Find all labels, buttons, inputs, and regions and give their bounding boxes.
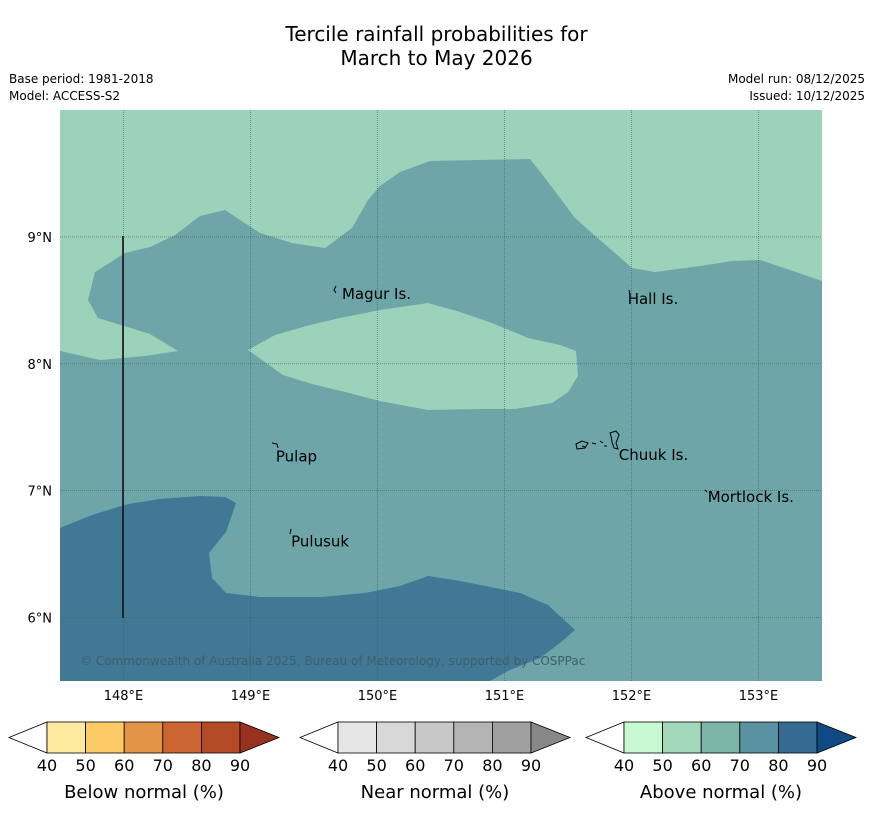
legend-tick-label: 60 — [405, 756, 425, 775]
island-magur — [333, 285, 337, 294]
legend-swatch — [123, 721, 164, 754]
lon-tick-label: 153°E — [739, 689, 779, 704]
legend-swatch — [816, 721, 858, 754]
legend-tick-label: 70 — [444, 756, 464, 775]
place-label: Pulusuk — [291, 532, 349, 550]
place-label: Pulap — [276, 447, 317, 465]
meta-right: Model run: 08/12/2025 Issued: 10/12/2025 — [728, 71, 865, 105]
axis-labels: 148°E 149°E 150°E 151°E 152°E 153°E 9°N 8°N 7°N 6… — [28, 231, 779, 704]
chart-title: Tercile rainfall probabilities for March… — [0, 22, 873, 70]
base-period: Base period: 1981-2018 — [9, 72, 154, 86]
legend-tick-label: 40 — [328, 756, 348, 775]
legend-tick-label: 80 — [482, 756, 502, 775]
legend-tick-label: 40 — [614, 756, 634, 775]
legend-swatch — [662, 721, 702, 754]
legend-swatch — [623, 721, 663, 754]
meta-left: Base period: 1981-2018 Model: ACCESS-S2 — [9, 71, 154, 105]
legend-swatch — [200, 721, 241, 754]
lon-tick-label: 150°E — [358, 689, 398, 704]
map-area: Magur Is. Hall Is. Pulap Chuuk Is. Mortlock … — [60, 110, 822, 681]
legend-tick-label: 90 — [230, 756, 250, 775]
legend-near: 40 50 60 70 80 90 Near normal (%) — [298, 721, 572, 803]
place-label: Magur Is. — [342, 285, 411, 303]
legend-title: Near normal (%) — [361, 782, 510, 803]
legend-tick-label: 60 — [114, 756, 134, 775]
legend-swatch — [46, 721, 86, 754]
legend-swatch — [491, 721, 532, 754]
lon-tick-label: 152°E — [612, 689, 652, 704]
legend-swatch — [453, 721, 493, 754]
legend-below: 40 50 60 70 80 90 Below normal (%) — [7, 721, 281, 803]
gridlines — [60, 110, 822, 681]
place-label: Chuuk Is. — [619, 446, 688, 464]
legend-tick-label: 90 — [807, 756, 827, 775]
legend-tick-label: 50 — [75, 756, 95, 775]
legend-title: Above normal (%) — [640, 782, 802, 803]
place-label: Mortlock Is. — [708, 488, 794, 506]
chart-title-line1: Tercile rainfall probabilities for — [285, 22, 588, 46]
legend-tick-label: 50 — [366, 756, 386, 775]
legend-swatch — [162, 721, 202, 754]
lat-tick-label: 8°N — [28, 358, 53, 373]
island-outlines — [271, 285, 708, 535]
island-pulap — [271, 442, 279, 449]
legend-tick-label: 70 — [730, 756, 750, 775]
legends: 40 50 60 70 80 90 Below normal (%) 40 50 60 70 80 90… — [7, 721, 858, 803]
legend-tick-label: 90 — [521, 756, 541, 775]
lat-tick-label: 7°N — [28, 485, 53, 500]
legend-swatch — [739, 721, 779, 754]
legend-swatch — [530, 721, 572, 754]
copyright-text: © Commonwealth of Australia 2025, Bureau… — [80, 654, 585, 668]
issued-date: Issued: 10/12/2025 — [749, 89, 865, 103]
island-chuuk — [575, 430, 620, 450]
lon-tick-label: 151°E — [485, 689, 525, 704]
island-mortlock — [704, 489, 708, 493]
island-hall — [628, 289, 631, 296]
legend-swatch — [298, 721, 339, 754]
legend-above: 40 50 60 70 80 90 Above normal (%) — [584, 721, 858, 803]
lon-tick-label: 149°E — [231, 689, 271, 704]
region-above-80 — [60, 496, 575, 681]
legend-tick-label: 80 — [768, 756, 788, 775]
legend-swatch — [778, 721, 818, 754]
chart-title-line2: March to May 2026 — [340, 46, 533, 70]
island-pulusuk — [289, 528, 292, 535]
place-label: Hall Is. — [628, 290, 679, 308]
lat-tick-label: 9°N — [28, 231, 53, 246]
legend-swatch — [414, 721, 455, 754]
place-labels: Magur Is. Hall Is. Pulap Chuuk Is. Mortlock … — [276, 285, 794, 550]
legend-swatch — [376, 721, 416, 754]
model-name: Model: ACCESS-S2 — [9, 89, 121, 103]
legend-swatch — [700, 721, 741, 754]
legend-tick-label: 50 — [652, 756, 672, 775]
legend-swatch — [239, 721, 281, 754]
legend-swatch — [337, 721, 377, 754]
legend-swatch — [584, 721, 625, 754]
legend-tick-label: 40 — [37, 756, 57, 775]
lat-tick-label: 6°N — [28, 612, 53, 627]
legend-tick-label: 80 — [191, 756, 211, 775]
legend-swatch — [7, 721, 48, 754]
legend-tick-label: 70 — [153, 756, 173, 775]
model-run: Model run: 08/12/2025 — [727, 72, 865, 86]
legend-swatch — [85, 721, 125, 754]
legend-tick-label: 60 — [691, 756, 711, 775]
legend-title: Below normal (%) — [64, 782, 224, 803]
lon-tick-label: 148°E — [104, 689, 144, 704]
